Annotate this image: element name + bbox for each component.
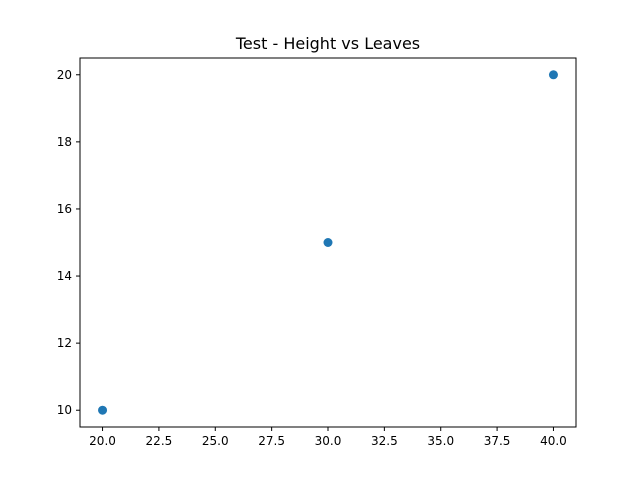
data-point xyxy=(98,405,108,415)
y-tick-label: 18 xyxy=(57,135,72,149)
x-tick-label: 25.0 xyxy=(202,434,229,448)
y-tick-label: 20 xyxy=(57,68,72,82)
x-tick-label: 30.0 xyxy=(315,434,342,448)
y-tick-label: 14 xyxy=(57,269,72,283)
x-tick-label: 22.5 xyxy=(146,434,173,448)
y-tick-label: 16 xyxy=(57,202,72,216)
data-points xyxy=(98,70,558,415)
chart-title: Test - Height vs Leaves xyxy=(235,34,420,53)
x-tick-label: 40.0 xyxy=(540,434,567,448)
x-tick-label: 37.5 xyxy=(484,434,511,448)
x-tick-label: 20.0 xyxy=(89,434,116,448)
data-point xyxy=(323,238,333,247)
x-tick-label: 27.5 xyxy=(258,434,285,448)
x-axis: 20.0 22.5 25.0 27.5 30.0 32.5 35.0 37.5 40.0 xyxy=(89,427,567,448)
y-tick-label: 12 xyxy=(57,336,72,350)
y-axis: 10 12 14 16 18 20 xyxy=(57,68,80,417)
data-point xyxy=(548,70,558,80)
x-tick-label: 35.0 xyxy=(427,434,454,448)
y-tick-label: 10 xyxy=(57,403,72,417)
x-tick-label: 32.5 xyxy=(371,434,398,448)
